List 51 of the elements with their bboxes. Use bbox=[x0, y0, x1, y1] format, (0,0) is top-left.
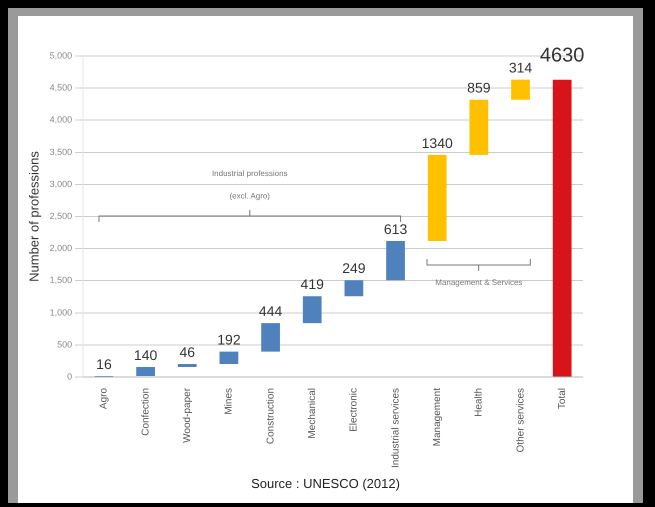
x-tick-label: Wood-paper bbox=[182, 387, 194, 443]
y-tick-label: 4,500 bbox=[50, 82, 72, 93]
data-label: 16 bbox=[96, 356, 112, 372]
bar bbox=[261, 323, 280, 352]
source-note: Source : UNESCO (2012) bbox=[250, 476, 401, 491]
bar bbox=[428, 154, 447, 241]
bar bbox=[386, 240, 405, 280]
x-tick-label: Mechanical bbox=[306, 388, 318, 439]
y-tick-label: 500 bbox=[57, 339, 72, 350]
data-label: 444 bbox=[258, 303, 282, 320]
x-tick-label: Construction bbox=[265, 388, 276, 444]
bar bbox=[511, 80, 530, 100]
bar bbox=[469, 100, 488, 155]
y-tick-label: 1,500 bbox=[50, 275, 72, 286]
data-label: 192 bbox=[217, 332, 241, 348]
data-label: 4630 bbox=[540, 44, 584, 66]
bar bbox=[136, 366, 155, 376]
y-axis-title: Number of professions bbox=[26, 150, 42, 282]
x-tick-label: Electronic bbox=[348, 388, 360, 432]
data-label: 46 bbox=[179, 344, 196, 360]
bar bbox=[220, 352, 238, 364]
data-label: 1340 bbox=[422, 134, 453, 151]
x-tick-label: Management bbox=[432, 388, 443, 446]
x-tick-label: Total bbox=[556, 388, 568, 410]
y-tick-label: 0 bbox=[67, 371, 72, 382]
data-label: 314 bbox=[508, 59, 532, 76]
data-label: 859 bbox=[467, 80, 491, 96]
bar bbox=[344, 280, 364, 296]
y-tick-label: 3,500 bbox=[50, 146, 72, 157]
data-label: 419 bbox=[300, 276, 324, 292]
x-tick-label: Mines bbox=[224, 388, 235, 415]
bar bbox=[178, 364, 197, 367]
bar bbox=[302, 296, 322, 324]
annotation: Industrial professions bbox=[212, 169, 288, 178]
data-label: 613 bbox=[384, 220, 408, 237]
data-label: 140 bbox=[134, 346, 158, 363]
data-label: 249 bbox=[342, 260, 366, 276]
x-tick-label: Industrial services bbox=[390, 388, 402, 468]
x-tick-label: Health bbox=[474, 388, 485, 417]
bar bbox=[552, 80, 572, 376]
x-tick-label: Other services bbox=[515, 388, 526, 452]
y-tick-label: 4,000 bbox=[50, 114, 72, 125]
y-tick-label: 3,000 bbox=[50, 178, 72, 189]
y-tick-label: 5,000 bbox=[50, 50, 72, 60]
annotation: (excl. Agro) bbox=[230, 192, 270, 201]
x-tick-label: Agro bbox=[98, 388, 110, 410]
y-tick-label: 2,000 bbox=[50, 243, 72, 254]
y-tick-label: 1,000 bbox=[50, 307, 72, 318]
x-tick-label: Confection bbox=[140, 388, 152, 436]
y-tick-label: 2,500 bbox=[50, 210, 72, 221]
annotation: Management & Services bbox=[435, 278, 522, 287]
